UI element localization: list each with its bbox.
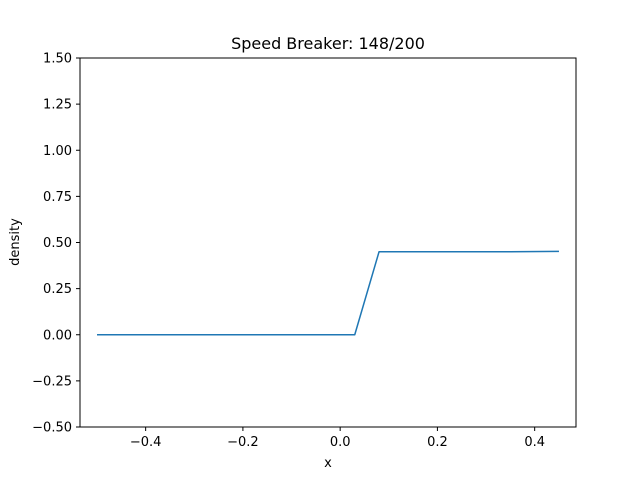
y-tick-label: −0.50 xyxy=(32,421,72,436)
plot-area xyxy=(97,250,559,336)
x-tick-label: 0.2 xyxy=(427,435,448,450)
x-tick-label: 0.0 xyxy=(330,435,351,450)
x-axis-label: x xyxy=(324,456,332,471)
y-tick-label: −0.25 xyxy=(32,374,72,389)
y-tick-label: 1.00 xyxy=(43,144,72,159)
y-tick-label: 1.25 xyxy=(43,98,72,113)
x-tick-label: −0.4 xyxy=(130,435,162,450)
series-line-0 xyxy=(97,250,559,336)
y-tick-label: 0.75 xyxy=(43,190,72,205)
y-tick-label: 0.25 xyxy=(43,282,72,297)
x-tick-label: −0.2 xyxy=(227,435,259,450)
y-axis: −0.50 −0.25 0.00 0.25 0.50 0.75 1.00 1.25 1.50 xyxy=(32,52,80,436)
y-tick-label: 1.50 xyxy=(43,52,72,67)
x-axis: −0.4 −0.2 0.0 0.2 0.4 xyxy=(130,427,545,450)
chart-title: Speed Breaker: 148/200 xyxy=(231,34,425,53)
y-tick-label: 0.00 xyxy=(43,328,72,343)
x-tick-label: 0.4 xyxy=(524,435,545,450)
y-axis-label: density xyxy=(8,218,23,266)
y-tick-label: 0.50 xyxy=(43,236,72,251)
